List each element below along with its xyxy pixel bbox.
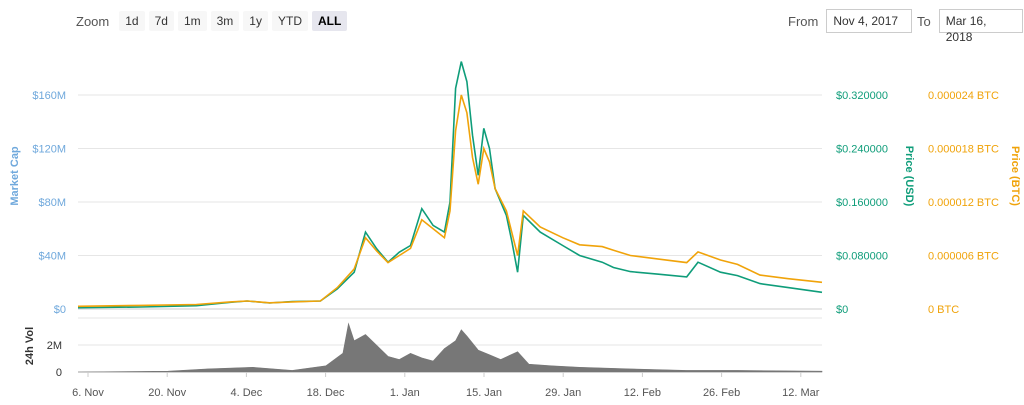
price-usd-tick-label: $0 — [836, 304, 848, 316]
price-usd-line — [77, 61, 823, 309]
range-to: To Mar 16, 2018 — [917, 9, 1023, 44]
volume-area — [77, 322, 823, 373]
price-usd-tick-label: $0.080000 — [836, 251, 888, 263]
volume-area-fill — [77, 322, 823, 373]
market-cap-tick-label: $160M — [32, 90, 66, 102]
x-tick-label: 29. Jan — [545, 387, 581, 399]
price-btc-tick-label: 0.000018 BTC — [928, 144, 999, 156]
zoom-1d-button[interactable]: 1d — [119, 11, 145, 31]
zoom-all-button[interactable]: ALL — [311, 11, 348, 31]
grid-lines — [78, 94, 822, 373]
axis-labels: $0 $40M $80M $120M $160M $0 $0.080000 $0.160000… — [9, 90, 1021, 399]
x-tick-label: 12. Mar — [782, 387, 820, 399]
price-btc-tick-label: 0.000024 BTC — [928, 90, 999, 102]
range-from: From Nov 4, 2017 — [788, 9, 913, 33]
price-usd-tick-label: $0.240000 — [836, 144, 888, 156]
range-from-label: From — [788, 13, 819, 29]
price-btc-tick-label: 0 BTC — [928, 304, 959, 316]
price-btc-line — [77, 94, 823, 308]
zoom-label: Zoom — [76, 13, 110, 29]
x-tick-label: 12. Feb — [624, 387, 661, 399]
price-btc-tick-label: 0.000012 BTC — [928, 197, 999, 209]
price-btc-axis-title: Price (BTC) — [1009, 146, 1021, 206]
x-tick-label: 15. Jan — [466, 387, 502, 399]
zoom-bar: Zoom 1d 7d 1m 3m 1y YTD ALL — [76, 10, 348, 32]
x-tick-label: 20. Nov — [148, 387, 186, 399]
market-cap-tick-label: $120M — [32, 144, 66, 156]
zoom-1y-button[interactable]: 1y — [243, 11, 268, 31]
range-to-label: To — [917, 13, 931, 29]
series-lines — [77, 61, 823, 309]
market-cap-tick-label: $0 — [54, 304, 66, 316]
x-tick-label: 4. Dec — [231, 387, 263, 399]
volume-axis-title: 24h Vol — [24, 327, 36, 365]
zoom-1m-button[interactable]: 1m — [177, 11, 207, 31]
volume-tick-label: 0 — [56, 367, 62, 379]
market-cap-axis-title: Market Cap — [9, 146, 21, 206]
price-usd-axis-title: Price (USD) — [903, 146, 915, 207]
x-tick-label: 26. Feb — [703, 387, 740, 399]
market-cap-tick-label: $80M — [38, 197, 66, 209]
price-usd-tick-label: $0.160000 — [836, 197, 888, 209]
x-tick-label: 1. Jan — [390, 387, 420, 399]
range-from-input[interactable]: Nov 4, 2017 — [826, 9, 913, 33]
zoom-ytd-button[interactable]: YTD — [271, 11, 308, 31]
price-btc-tick-label: 0.000006 BTC — [928, 251, 999, 263]
zoom-7d-button[interactable]: 7d — [148, 11, 174, 31]
market-cap-tick-label: $40M — [38, 251, 66, 263]
zoom-3m-button[interactable]: 3m — [210, 11, 240, 31]
volume-tick-label: 2M — [47, 340, 62, 352]
range-to-input[interactable]: Mar 16, 2018 — [938, 9, 1023, 44]
x-tick-label: 18. Dec — [307, 387, 345, 399]
price-usd-tick-label: $0.320000 — [836, 90, 888, 102]
x-tick-label: 6. Nov — [72, 387, 104, 399]
